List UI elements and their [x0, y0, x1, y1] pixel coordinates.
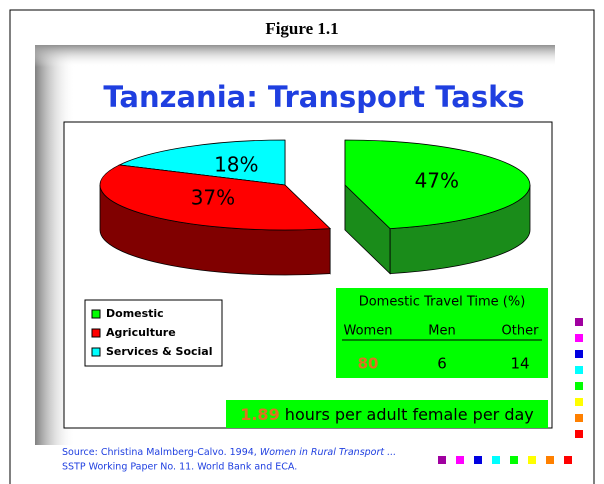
summary: 1.89 hours per adult female per day	[240, 405, 534, 424]
deco-square	[575, 366, 583, 374]
deco-square	[510, 456, 518, 464]
slide-shade-top	[35, 45, 555, 67]
column-header: Other	[502, 324, 540, 339]
chart-title: Tanzania: Transport Tasks	[103, 80, 524, 114]
deco-square	[438, 456, 446, 464]
column-value: 6	[437, 355, 447, 373]
legend-label: Services & Social	[106, 345, 213, 358]
slice	[118, 139, 286, 186]
pie: 18% 37% 47%	[99, 139, 531, 276]
column-header: Women	[344, 324, 393, 339]
slice-label: 37%	[191, 186, 235, 210]
decoration	[438, 318, 583, 464]
figure-label: Figure 1.1	[265, 19, 338, 38]
deco-square	[546, 456, 554, 464]
deco-square	[492, 456, 500, 464]
deco-square	[564, 456, 572, 464]
deco-square	[528, 456, 536, 464]
deco-square	[575, 334, 583, 342]
source-text: Source: Christina Malmberg-Calvo. 1994,	[62, 447, 257, 458]
deco-square	[575, 414, 583, 422]
travel-time-table: Women 80 Men 6 Other 14	[344, 324, 540, 373]
legend-entries: Domestic Agriculture Services & Social	[91, 307, 213, 358]
legend-swatch	[91, 347, 101, 357]
slice	[344, 139, 531, 230]
source-title: Women in Rural Transport ...	[260, 447, 396, 458]
slice-label: 18%	[214, 152, 258, 176]
legend	[84, 299, 223, 367]
legend-label: Agriculture	[106, 326, 176, 339]
summary-value: 1.89	[240, 405, 279, 424]
slice-label: 47%	[415, 169, 459, 193]
legend-label: Domestic	[106, 307, 164, 320]
summary-box	[226, 400, 548, 428]
deco-square	[575, 318, 583, 326]
deco-square	[575, 430, 583, 438]
deco-square	[575, 382, 583, 390]
deco-square	[575, 398, 583, 406]
summary-text: hours per adult female per day	[285, 405, 534, 424]
legend-swatch	[91, 309, 101, 319]
deco-square	[474, 456, 482, 464]
column-value: 80	[358, 355, 379, 373]
deco-square	[575, 350, 583, 358]
slice	[99, 164, 332, 231]
travel-time-box	[336, 288, 548, 378]
source-line-2: SSTP Working Paper No. 11. World Bank an…	[62, 462, 297, 473]
column-header: Men	[428, 324, 455, 339]
travel-time-title: Domestic Travel Time (%)	[359, 295, 526, 310]
column-value: 14	[510, 355, 529, 373]
source-line-1: Source: Christina Malmberg-Calvo. 1994, …	[62, 447, 396, 458]
deco-square	[456, 456, 464, 464]
legend-swatch	[91, 328, 101, 338]
